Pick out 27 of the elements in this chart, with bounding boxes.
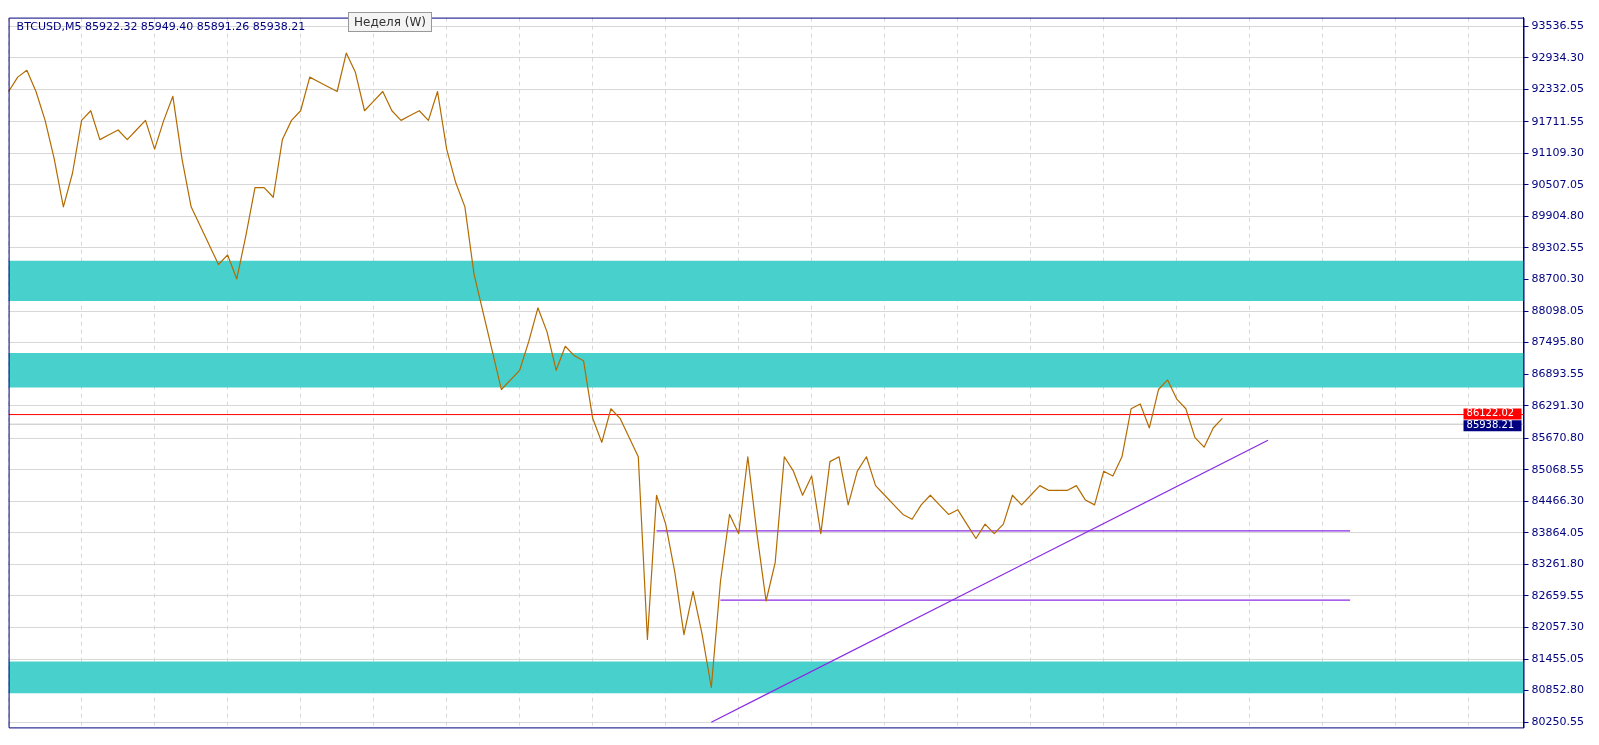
y-tick-label: 89302.55 xyxy=(1531,240,1585,254)
y-tick-label: 92934.30 xyxy=(1531,50,1585,64)
y-tick-label: 93536.55 xyxy=(1531,19,1585,33)
ref-line-label: 86122.02 xyxy=(1466,407,1515,419)
y-tick-label: 86291.30 xyxy=(1531,398,1585,412)
y-tick-label: 89904.80 xyxy=(1531,209,1585,223)
annotation: Неделя (W) xyxy=(348,12,433,32)
y-tick-label: 83261.80 xyxy=(1531,557,1585,571)
y-tick-label: 86893.55 xyxy=(1531,367,1585,381)
y-tick-label: 80250.55 xyxy=(1531,714,1585,728)
y-tick-label: 90507.05 xyxy=(1531,177,1585,191)
y-tick-label: 91711.55 xyxy=(1531,114,1585,128)
y-tick-label: 83864.05 xyxy=(1531,525,1585,539)
y-tick-label: 81455.05 xyxy=(1531,651,1585,665)
ref-line-label: 85938.21 xyxy=(1466,418,1515,430)
y-tick-label: 80852.80 xyxy=(1531,683,1585,697)
chart-title: BTCUSD,M5 85922.32 85949.40 85891.26 85938.21 xyxy=(16,20,306,34)
y-tick-label: 82659.55 xyxy=(1531,588,1585,602)
y-tick-label: 87495.80 xyxy=(1531,335,1585,349)
y-tick-label: 84466.30 xyxy=(1531,494,1585,508)
y-tick-label: 88098.05 xyxy=(1531,303,1585,317)
y-tick-label: 85068.55 xyxy=(1531,462,1585,476)
y-tick-label: 92332.05 xyxy=(1531,82,1585,96)
y-tick-label: 85670.80 xyxy=(1531,431,1585,445)
y-tick-label: 88700.30 xyxy=(1531,272,1585,286)
y-tick-label: 91109.30 xyxy=(1531,146,1585,160)
y-tick-label: 82057.30 xyxy=(1531,620,1585,634)
